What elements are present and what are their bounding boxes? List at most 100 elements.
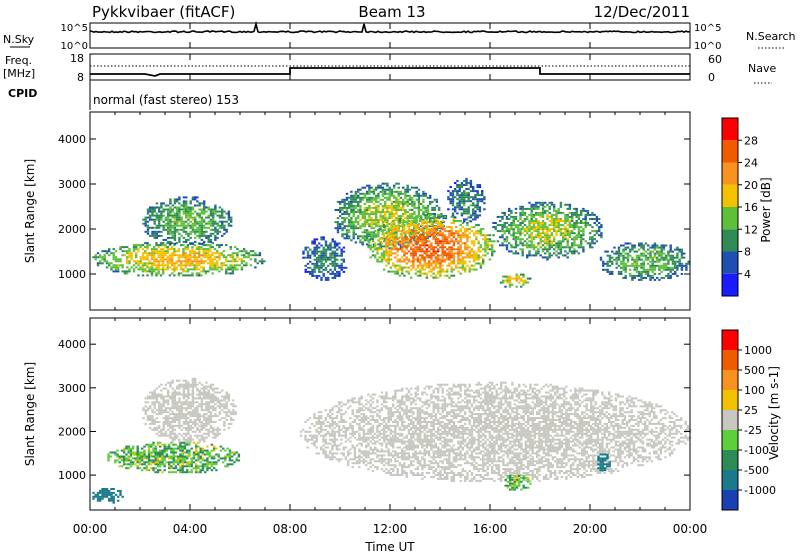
range-gate-cell	[168, 443, 171, 446]
range-gate-cell	[189, 216, 192, 219]
range-gate-cell	[396, 258, 399, 261]
range-gate-cell	[162, 421, 165, 423]
range-gate-cell	[195, 256, 199, 259]
range-gate-cell	[101, 262, 104, 265]
range-gate-cell	[237, 455, 241, 458]
range-gate-cell	[198, 204, 201, 207]
range-gate-cell	[212, 228, 215, 231]
range-gate-cell	[472, 218, 475, 221]
range-gate-cell	[150, 451, 153, 454]
range-gate-cell	[195, 272, 199, 275]
range-gate-cell	[559, 242, 563, 245]
range-gate-cell	[224, 465, 227, 468]
range-gate-cell	[354, 219, 358, 222]
range-gate-cell	[464, 242, 467, 245]
range-gate-cell	[631, 248, 634, 251]
range-gate-cell	[368, 233, 371, 236]
range-gate-cell	[464, 252, 467, 255]
range-gate-cell	[213, 463, 216, 466]
range-gate-cell	[162, 224, 165, 227]
range-gate-cell	[159, 461, 162, 464]
range-gate-cell	[649, 254, 652, 257]
range-gate-cell	[503, 213, 506, 216]
range-gate-cell	[520, 273, 523, 276]
range-gate-cell	[456, 190, 459, 193]
range-gate-cell	[522, 283, 525, 286]
range-gate-cell	[370, 225, 373, 228]
range-gate-cell	[530, 220, 533, 222]
range-gate-cell	[412, 266, 415, 269]
range-gate-cell	[571, 244, 574, 247]
range-gate-cell	[573, 248, 576, 251]
range-gate-cell	[158, 407, 161, 410]
range-gate-cell	[160, 430, 163, 433]
range-gate-cell	[474, 212, 477, 215]
range-gate-cell	[446, 268, 449, 271]
range-gate-cell	[174, 447, 178, 450]
range-gate-cell	[151, 395, 154, 398]
range-gate-cell	[304, 248, 307, 251]
range-gate-cell	[455, 238, 458, 241]
range-gate-cell	[593, 222, 596, 224]
range-gate-cell	[437, 240, 440, 243]
range-gate-cell	[392, 240, 395, 243]
range-gate-cell	[366, 211, 369, 213]
range-gate-cell	[457, 256, 460, 259]
range-gate-cell	[221, 216, 224, 219]
range-gate-cell	[208, 453, 211, 456]
range-gate-cell	[416, 258, 420, 261]
range-gate-cell	[517, 277, 521, 280]
range-gate-cell	[383, 224, 386, 227]
range-gate-cell	[417, 198, 421, 201]
range-gate-cell	[185, 220, 188, 223]
range-gate-cell	[573, 211, 576, 214]
range-gate-cell	[191, 250, 194, 253]
range-gate-cell	[432, 272, 435, 275]
range-gate-cell	[437, 258, 440, 261]
range-gate-cell	[658, 278, 661, 281]
range-gate-cell	[189, 224, 192, 227]
range-gate-cell	[403, 274, 406, 277]
range-gate-cell	[179, 453, 182, 456]
range-gate-cell	[548, 201, 551, 204]
range-gate-cell	[384, 217, 387, 220]
range-gate-cell	[216, 250, 219, 253]
range-gate-cell	[413, 200, 416, 203]
range-gate-cell	[411, 213, 414, 215]
range-gate-cell	[548, 220, 551, 222]
range-gate-cell	[416, 246, 420, 249]
range-gate-cell	[258, 252, 262, 255]
range-gate-cell	[213, 262, 217, 265]
range-gate-cell	[460, 212, 464, 215]
range-gate-cell	[213, 457, 216, 460]
range-gate-cell	[151, 234, 154, 237]
range-gate-cell	[660, 264, 663, 267]
range-gate-cell	[660, 266, 663, 269]
range-gate-cell	[526, 254, 529, 257]
range-gate-cell	[173, 438, 177, 441]
range-gate-cell	[185, 438, 188, 441]
range-gate-cell	[187, 218, 190, 221]
range-gate-cell	[172, 443, 175, 446]
range-gate-cell	[466, 254, 469, 257]
range-gate-cell	[341, 200, 344, 203]
range-gate-cell	[658, 258, 661, 261]
range-gate-cell	[387, 260, 390, 263]
range-gate-cell	[153, 422, 156, 425]
range-gate-cell	[510, 226, 513, 229]
range-gate-cell	[463, 192, 466, 195]
range-gate-cell	[148, 254, 151, 257]
range-gate-cell	[158, 220, 161, 223]
range-gate-cell	[221, 220, 224, 223]
range-gate-cell	[535, 246, 538, 249]
range-gate-cell	[381, 223, 385, 226]
range-gate-cell	[411, 231, 414, 234]
range-gate-cell	[523, 207, 527, 210]
range-gate-cell	[221, 226, 224, 229]
range-gate-cell	[220, 264, 223, 267]
range-gate-cell	[152, 459, 155, 462]
range-gate-cell	[438, 217, 441, 220]
range-gate-cell	[423, 236, 426, 239]
range-gate-cell	[564, 234, 567, 237]
range-gate-cell	[177, 461, 180, 464]
